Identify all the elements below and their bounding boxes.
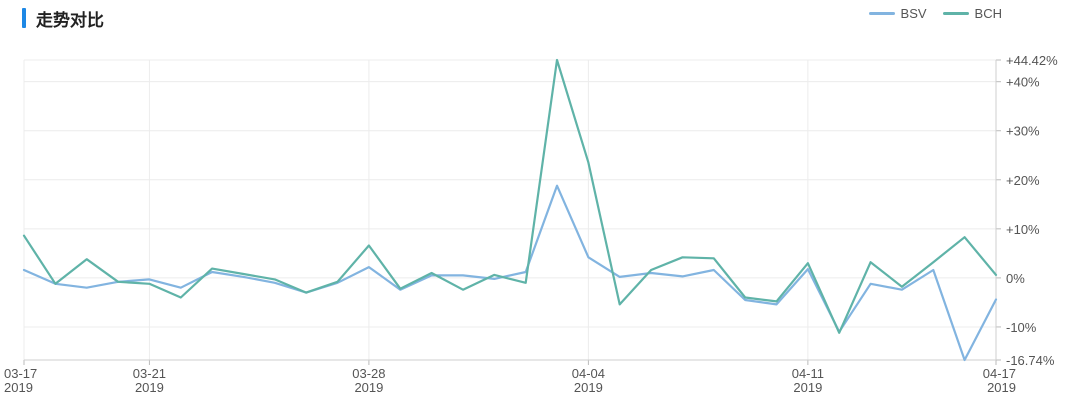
y-tick-label: -16.74% — [1006, 353, 1055, 368]
legend-swatch-bch — [942, 12, 969, 15]
y-tick-label: +44.42% — [1006, 53, 1058, 68]
x-tick-year: 2019 — [987, 380, 1016, 395]
chart-legend: BSV BCH — [868, 6, 1002, 21]
legend-label-bsv: BSV — [900, 6, 927, 21]
x-tick-date: 04-04 — [572, 366, 605, 381]
x-tick-year: 2019 — [4, 380, 33, 395]
legend-item-bch[interactable]: BCH — [942, 6, 1002, 21]
x-tick-year: 2019 — [793, 380, 822, 395]
legend-label-bch: BCH — [974, 6, 1002, 21]
title-accent-bar — [22, 8, 26, 28]
series-line-bsv[interactable] — [22, 184, 998, 362]
y-tick-label: 0% — [1006, 271, 1025, 286]
tick-labels: +44.42% +40% +30% +20% +10% 0% -10% -16.74% 03-1… — [4, 53, 1058, 395]
y-tick-label: +40% — [1006, 75, 1040, 90]
x-tick-year: 2019 — [354, 380, 383, 395]
y-tick-label: -10% — [1006, 320, 1037, 335]
x-tick-date: 04-17 — [983, 366, 1016, 381]
x-tick-date: 03-28 — [352, 366, 385, 381]
y-tick-label: +10% — [1006, 222, 1040, 237]
x-tick-year: 2019 — [135, 380, 164, 395]
axes — [23, 59, 1001, 365]
legend-swatch-bsv — [868, 12, 895, 15]
chart-title: 走势对比 — [36, 10, 104, 31]
series-line-bch[interactable] — [22, 58, 998, 334]
y-tick-label: +20% — [1006, 173, 1040, 188]
legend-item-bsv[interactable]: BSV — [868, 6, 927, 21]
series-lines — [22, 58, 998, 362]
x-tick-date: 04-11 — [792, 366, 824, 381]
x-tick-date: 03-17 — [4, 366, 37, 381]
chart-header: 走势对比 — [22, 6, 104, 31]
x-tick-date: 03-21 — [133, 366, 166, 381]
y-tick-label: +30% — [1006, 124, 1040, 139]
x-tick-year: 2019 — [574, 380, 603, 395]
